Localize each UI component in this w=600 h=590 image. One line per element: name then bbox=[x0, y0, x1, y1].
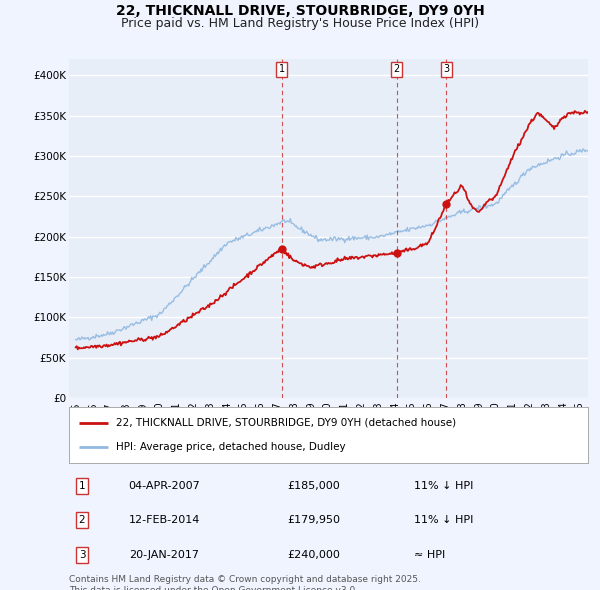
Text: Price paid vs. HM Land Registry's House Price Index (HPI): Price paid vs. HM Land Registry's House … bbox=[121, 17, 479, 30]
Text: 3: 3 bbox=[79, 550, 85, 559]
Text: HPI: Average price, detached house, Dudley: HPI: Average price, detached house, Dudl… bbox=[116, 442, 346, 453]
Text: 1: 1 bbox=[79, 481, 85, 491]
Text: 3: 3 bbox=[443, 64, 449, 74]
Text: £179,950: £179,950 bbox=[287, 516, 340, 525]
Text: 1: 1 bbox=[278, 64, 285, 74]
Text: £240,000: £240,000 bbox=[287, 550, 340, 559]
Text: £185,000: £185,000 bbox=[287, 481, 340, 491]
Text: 22, THICKNALL DRIVE, STOURBRIDGE, DY9 0YH: 22, THICKNALL DRIVE, STOURBRIDGE, DY9 0Y… bbox=[116, 4, 484, 18]
Text: 20-JAN-2017: 20-JAN-2017 bbox=[128, 550, 199, 559]
Text: 11% ↓ HPI: 11% ↓ HPI bbox=[414, 516, 473, 525]
Text: Contains HM Land Registry data © Crown copyright and database right 2025.
This d: Contains HM Land Registry data © Crown c… bbox=[69, 575, 421, 590]
Text: ≈ HPI: ≈ HPI bbox=[414, 550, 445, 559]
Text: 12-FEB-2014: 12-FEB-2014 bbox=[128, 516, 200, 525]
Text: 2: 2 bbox=[79, 516, 85, 525]
Text: 22, THICKNALL DRIVE, STOURBRIDGE, DY9 0YH (detached house): 22, THICKNALL DRIVE, STOURBRIDGE, DY9 0Y… bbox=[116, 418, 456, 428]
Text: 04-APR-2007: 04-APR-2007 bbox=[128, 481, 200, 491]
Text: 2: 2 bbox=[394, 64, 400, 74]
Text: 11% ↓ HPI: 11% ↓ HPI bbox=[414, 481, 473, 491]
